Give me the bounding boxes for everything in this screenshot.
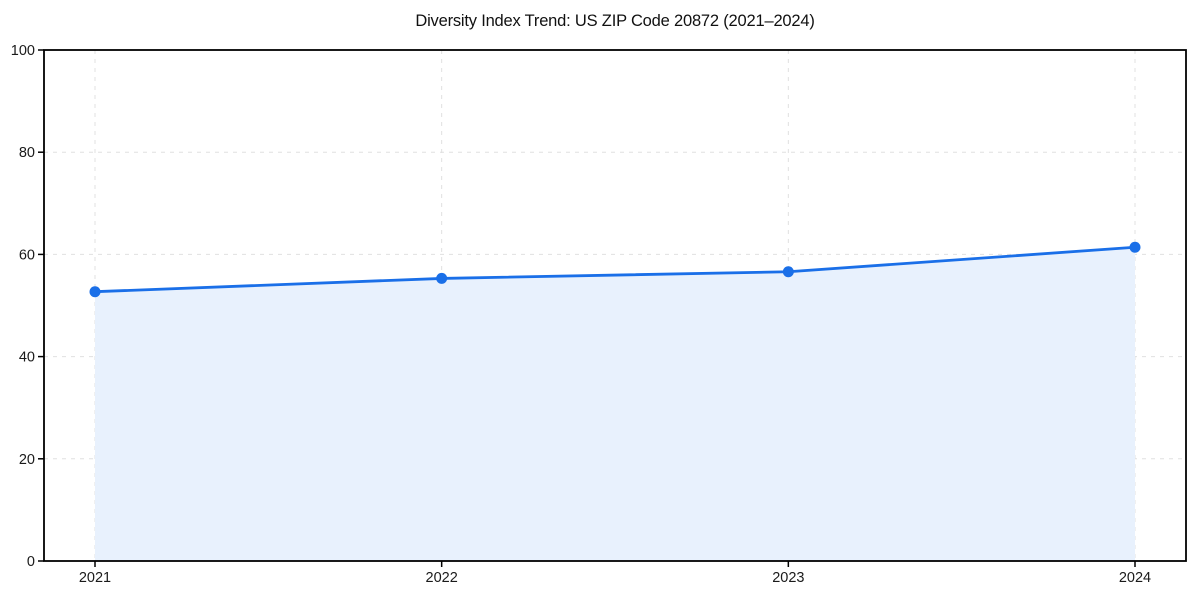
trend-line xyxy=(93,245,1137,294)
data-point xyxy=(782,266,794,278)
data-point xyxy=(89,286,101,298)
data-point xyxy=(1129,241,1141,253)
y-tick-label: 60 xyxy=(19,247,35,263)
x-tick-label: 2024 xyxy=(1119,570,1151,586)
y-tick-label: 80 xyxy=(19,145,35,161)
y-tick-label: 0 xyxy=(27,554,35,570)
y-tick-label: 20 xyxy=(19,452,35,468)
x-tick-label: 2021 xyxy=(79,570,111,586)
area-fill xyxy=(95,247,1135,561)
plot-border xyxy=(43,49,1187,562)
chart-title: Diversity Index Trend: US ZIP Code 20872… xyxy=(415,12,815,30)
y-tick-label: 100 xyxy=(11,43,35,59)
x-tick-label: 2023 xyxy=(772,570,804,586)
y-tick-label: 40 xyxy=(19,350,35,366)
data-point xyxy=(436,272,448,284)
x-tick-label: 2022 xyxy=(426,570,458,586)
